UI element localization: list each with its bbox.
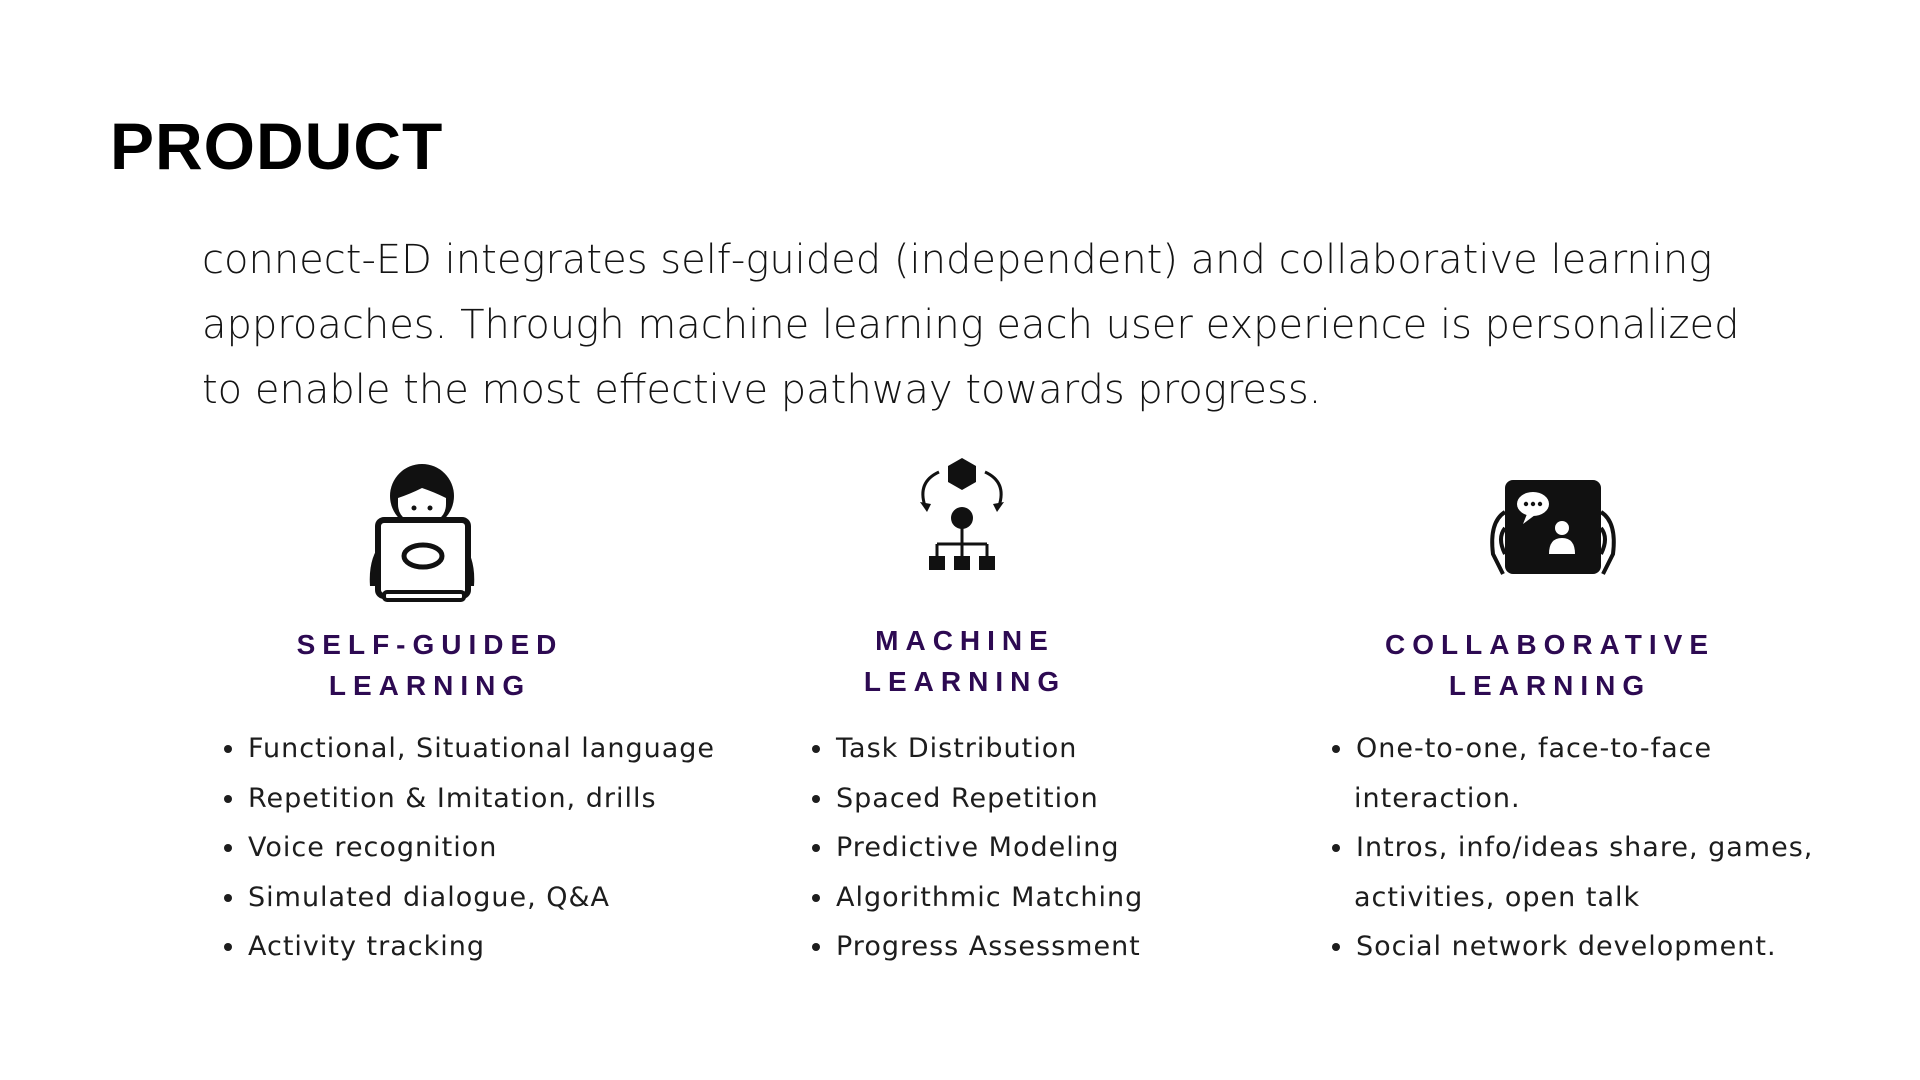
- list-item: Social network development.: [1330, 922, 1813, 972]
- page-title: PRODUCT: [110, 109, 444, 183]
- list-item: Activity tracking: [222, 922, 715, 972]
- list-item: Predictive Modeling: [810, 823, 1143, 873]
- heading-line-2: LEARNING: [1448, 670, 1652, 701]
- list-item: Repetition & Imitation, drills: [222, 774, 715, 824]
- collaborative-learning-list: One-to-one, face-to-face interaction. In…: [1330, 724, 1813, 972]
- heading-line-2: LEARNING: [328, 670, 532, 701]
- list-item: Algorithmic Matching: [810, 873, 1143, 923]
- list-item: Spaced Repetition: [810, 774, 1143, 824]
- machine-learning-heading: MACHINE LEARNING: [790, 620, 1140, 702]
- machine-learning-network-icon: [887, 448, 1037, 598]
- heading-line-1: SELF-GUIDED: [296, 629, 564, 660]
- collaborative-learning-heading: COLLABORATIVE LEARNING: [1330, 624, 1770, 706]
- heading-line-1: MACHINE: [875, 625, 1055, 656]
- list-item-continuation: activities, open talk: [1354, 881, 1641, 913]
- list-item: Progress Assessment: [810, 922, 1143, 972]
- person-laptop-icon: [348, 458, 498, 608]
- heading-line-2: LEARNING: [863, 666, 1067, 697]
- list-item: Simulated dialogue, Q&A: [222, 873, 715, 923]
- list-item: Voice recognition: [222, 823, 715, 873]
- machine-learning-list: Task Distribution Spaced Repetition Pred…: [810, 724, 1143, 972]
- list-item: Task Distribution: [810, 724, 1143, 774]
- list-item: Functional, Situational language: [222, 724, 715, 774]
- list-item: Intros, info/ideas share, games,: [1330, 823, 1813, 873]
- self-guided-heading: SELF-GUIDED LEARNING: [200, 624, 660, 706]
- list-item: One-to-one, face-to-face: [1330, 724, 1813, 774]
- intro-paragraph: connect-ED integrates self-guided (indep…: [202, 237, 1740, 413]
- list-item-continuation: interaction.: [1354, 782, 1521, 814]
- tablet-video-chat-icon: [1475, 458, 1625, 608]
- heading-line-1: COLLABORATIVE: [1384, 629, 1716, 660]
- self-guided-list: Functional, Situational language Repetit…: [222, 724, 715, 972]
